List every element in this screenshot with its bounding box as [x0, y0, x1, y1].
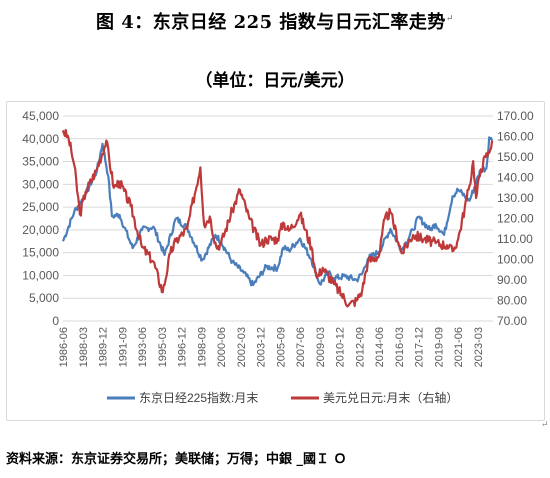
figure-title-text: 图 4：东京日经 225 指数与日元汇率走势 [96, 12, 446, 33]
figure-subtitle: （单位：日元/美元） [195, 71, 355, 91]
x-tick-label: 1988-03 [78, 327, 90, 367]
y-right-tick-label: 150.00 [497, 150, 534, 164]
y-left-tick-label: 30,000 [22, 177, 59, 191]
y-left-tick-label: 35,000 [22, 155, 59, 169]
y-left-tick-label: 20,000 [22, 223, 59, 237]
x-tick-label: 1989-12 [98, 327, 110, 367]
x-tick-label: 1995-03 [157, 327, 169, 367]
y-right-tick-label: 100.00 [497, 253, 534, 267]
y-left-tick-label: 25,000 [22, 200, 59, 214]
x-tick-label: 2014-06 [374, 327, 386, 367]
x-tick-label: 2007-06 [295, 327, 307, 367]
y-right-tick-label: 130.00 [497, 191, 534, 205]
y-right-tick-label: 80.00 [497, 294, 527, 308]
legend-label-nikkei: 东京日经225指数:月末 [139, 390, 258, 405]
x-tick-label: 1993-06 [137, 327, 149, 367]
y-right-tick-label: 140.00 [497, 171, 534, 185]
chart-frame: 0 5,000 10,000 15,000 20,000 25,000 30,000 35,0… [6, 101, 545, 421]
y-right-tick-label: 160.00 [497, 130, 534, 144]
y-right-tick-label: 110.00 [497, 232, 533, 246]
x-tick-label: 2021-06 [453, 327, 465, 367]
y-right-tick-label: 70.00 [497, 314, 527, 328]
y-right-tick-label: 120.00 [497, 212, 534, 226]
y-left-tick-label: 5,000 [29, 291, 59, 305]
x-tick-label: 2003-12 [256, 327, 268, 367]
legend: 东京日经225指数:月末 美元兑日元:月末（右轴） [107, 390, 458, 405]
source-note: 资料来源：东京证券交易所；美联储；万得；中銀 _國Ｉ Ｏ [6, 452, 347, 467]
x-tick-label: 2016-03 [394, 327, 406, 367]
y-axis-left: 0 5,000 10,000 15,000 20,000 25,000 30,000 35,0… [22, 109, 59, 328]
series-line-nikkei [61, 136, 494, 287]
series-line-usdjpy [61, 128, 494, 308]
paragraph-mark-2: ↵ [541, 420, 549, 430]
y-left-tick-label: 40,000 [22, 132, 59, 146]
x-tick-label: 2019-09 [433, 327, 445, 367]
x-tick-label: 2023-03 [473, 327, 485, 367]
chart-canvas: 0 5,000 10,000 15,000 20,000 25,000 30,000 35,0… [22, 109, 534, 405]
y-right-tick-label: 170.00 [497, 109, 534, 123]
figure-title: 图 4：东京日经 225 指数与日元汇率走势↵ [0, 8, 550, 34]
x-tick-label: 1991-09 [117, 327, 129, 367]
x-tick-label: 1996-12 [177, 327, 189, 367]
x-tick-label: 2009-03 [315, 327, 327, 367]
x-tick-label: 2000-06 [216, 327, 228, 367]
y-left-tick-label: 15,000 [22, 246, 59, 260]
y-axis-right: 70.00 80.00 90.00 100.00 110.00 120.00 130.00 1… [497, 109, 534, 328]
legend-label-usdjpy: 美元兑日元:月末（右轴） [323, 390, 458, 405]
paragraph-mark: ↵ [445, 14, 454, 24]
x-tick-label: 2005-09 [275, 327, 287, 367]
y-left-tick-label: 45,000 [22, 109, 59, 123]
grid-lines [63, 115, 493, 322]
x-tick-label: 2002-03 [236, 327, 248, 367]
x-tick-label: 2010-12 [335, 327, 347, 367]
x-tick-label: 2017-12 [414, 327, 426, 367]
x-axis: 1986-06 1988-03 1989-12 1991-09 1993-06 1995-… [58, 327, 485, 367]
x-tick-label: 1998-09 [196, 327, 208, 367]
series-lines [61, 128, 494, 308]
y-left-tick-label: 10,000 [22, 268, 59, 282]
y-left-tick-label: 0 [52, 314, 59, 328]
y-right-tick-label: 90.00 [497, 273, 527, 287]
x-tick-label: 2012-09 [354, 327, 366, 367]
x-tick-label: 1986-06 [58, 327, 70, 367]
